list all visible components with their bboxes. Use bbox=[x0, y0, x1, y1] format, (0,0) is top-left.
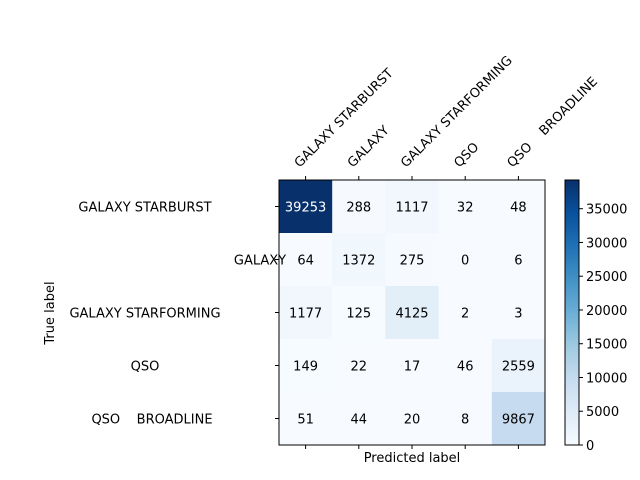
matrix-cell bbox=[332, 339, 386, 393]
matrix-cell bbox=[332, 392, 386, 446]
cell-value-label: 22 bbox=[351, 360, 368, 375]
matrix-cell bbox=[385, 392, 440, 446]
cell-value-label: 4125 bbox=[395, 307, 428, 322]
colorbar-tick-label: 35000 bbox=[586, 203, 627, 218]
cell-value-label: 39253 bbox=[285, 201, 326, 216]
matrix-cell bbox=[438, 339, 493, 393]
matrix-cell bbox=[491, 339, 546, 393]
true-tick-label: GALAXY bbox=[234, 254, 286, 269]
cell-value-label: 32 bbox=[457, 201, 474, 216]
matrix-cell bbox=[385, 339, 440, 393]
true-tick-label: GALAXY STARFORMING bbox=[69, 307, 220, 322]
matrix-cell bbox=[491, 286, 546, 340]
predicted-tick-label: GALAXY STARBURST bbox=[292, 66, 397, 171]
cell-value-label: 125 bbox=[346, 307, 371, 322]
colorbar-tick-label: 15000 bbox=[586, 338, 627, 353]
cell-value-label: 51 bbox=[297, 413, 314, 428]
x-axis-label: Predicted label bbox=[364, 451, 461, 466]
matrix-cell bbox=[279, 339, 333, 393]
cell-value-label: 275 bbox=[400, 254, 425, 269]
colorbar-ticks: 0 5000 10000 15000 20000 25000 30000 35000 bbox=[579, 203, 627, 454]
matrix-cells: 39253 288 1117 32 48 64 1372 275 0 6 1177 125 4125 2 3… bbox=[279, 180, 546, 446]
cell-value-label: 288 bbox=[346, 201, 371, 216]
colorbar bbox=[564, 179, 580, 446]
y-axis-label: True label bbox=[43, 281, 58, 345]
cell-value-label: 2 bbox=[461, 307, 469, 322]
colorbar-tick-label: 25000 bbox=[586, 270, 627, 285]
matrix-cell bbox=[279, 286, 333, 340]
matrix-cell bbox=[385, 286, 440, 340]
cell-value-label: 3 bbox=[514, 307, 522, 322]
matrix-cell bbox=[438, 286, 493, 340]
predicted-tick-label: GALAXY bbox=[345, 123, 393, 171]
colorbar-tick-label: 5000 bbox=[586, 405, 619, 420]
cell-value-label: 2559 bbox=[502, 360, 535, 375]
cell-value-label: 149 bbox=[293, 360, 318, 375]
cell-value-label: 46 bbox=[457, 360, 474, 375]
colorbar-tick-label: 20000 bbox=[586, 304, 627, 319]
matrix-cell bbox=[279, 233, 333, 287]
matrix-cell bbox=[385, 233, 440, 287]
cell-value-label: 9867 bbox=[502, 413, 535, 428]
matrix-cell bbox=[491, 180, 546, 234]
matrix-cell bbox=[279, 180, 333, 234]
cell-value-label: 8 bbox=[461, 413, 469, 428]
cell-value-label: 6 bbox=[514, 254, 522, 269]
true-tick-label: GALAXY STARBURST bbox=[78, 201, 211, 216]
axis-ticks bbox=[275, 176, 519, 449]
matrix-cell bbox=[491, 392, 546, 446]
matrix-cell bbox=[438, 180, 493, 234]
cell-value-label: 1372 bbox=[342, 254, 375, 269]
cell-value-label: 1177 bbox=[289, 307, 322, 322]
true-tick-label: QSO bbox=[131, 360, 160, 375]
matrix-cell bbox=[438, 392, 493, 446]
matrix-cell bbox=[332, 233, 386, 287]
cell-value-label: 0 bbox=[461, 254, 469, 269]
colorbar-tick-label: 0 bbox=[586, 439, 594, 454]
cell-value-label: 20 bbox=[404, 413, 421, 428]
colorbar-tick-label: 30000 bbox=[586, 236, 627, 251]
predicted-tick-label: QSO bbox=[451, 140, 482, 171]
true-tick-label: QSO BROADLINE bbox=[91, 413, 212, 428]
colorbar-tick-label: 10000 bbox=[586, 371, 627, 386]
matrix-cell bbox=[332, 180, 386, 234]
matrix-cell bbox=[332, 286, 386, 340]
matrix-cell bbox=[385, 180, 440, 234]
matrix-cell bbox=[438, 233, 493, 287]
cell-value-label: 1117 bbox=[395, 201, 428, 216]
cell-value-label: 17 bbox=[404, 360, 421, 375]
cell-value-label: 64 bbox=[297, 254, 314, 269]
true-tick-labels: GALAXY STARBURST GALAXY GALAXY STARFORMING… bbox=[69, 201, 286, 428]
matrix-cell bbox=[491, 233, 546, 287]
cell-value-label: 44 bbox=[351, 413, 368, 428]
predicted-tick-label: GALAXY STARFORMING bbox=[398, 53, 515, 170]
predicted-tick-label: QSO BROADLINE bbox=[505, 75, 601, 171]
matrix-cell bbox=[279, 392, 333, 446]
cell-value-label: 48 bbox=[510, 201, 527, 216]
